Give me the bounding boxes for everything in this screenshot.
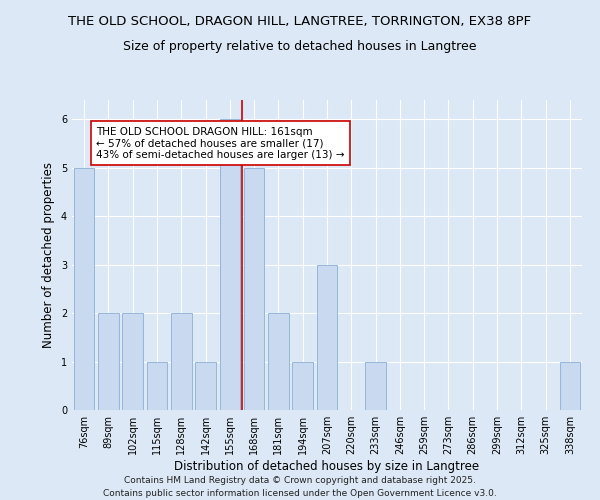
Bar	[98, 313, 119, 410]
Bar	[560, 362, 580, 410]
Bar	[220, 120, 240, 410]
Bar	[146, 362, 167, 410]
Bar	[268, 313, 289, 410]
Bar	[365, 362, 386, 410]
Bar	[171, 313, 191, 410]
Text: Size of property relative to detached houses in Langtree: Size of property relative to detached ho…	[123, 40, 477, 53]
Bar	[74, 168, 94, 410]
X-axis label: Distribution of detached houses by size in Langtree: Distribution of detached houses by size …	[175, 460, 479, 473]
Text: Contains HM Land Registry data © Crown copyright and database right 2025.
Contai: Contains HM Land Registry data © Crown c…	[103, 476, 497, 498]
Text: THE OLD SCHOOL, DRAGON HILL, LANGTREE, TORRINGTON, EX38 8PF: THE OLD SCHOOL, DRAGON HILL, LANGTREE, T…	[68, 15, 532, 28]
Y-axis label: Number of detached properties: Number of detached properties	[43, 162, 55, 348]
Bar	[195, 362, 216, 410]
Bar	[244, 168, 265, 410]
Bar	[122, 313, 143, 410]
Bar	[317, 264, 337, 410]
Text: THE OLD SCHOOL DRAGON HILL: 161sqm
← 57% of detached houses are smaller (17)
43%: THE OLD SCHOOL DRAGON HILL: 161sqm ← 57%…	[96, 126, 345, 160]
Bar	[292, 362, 313, 410]
